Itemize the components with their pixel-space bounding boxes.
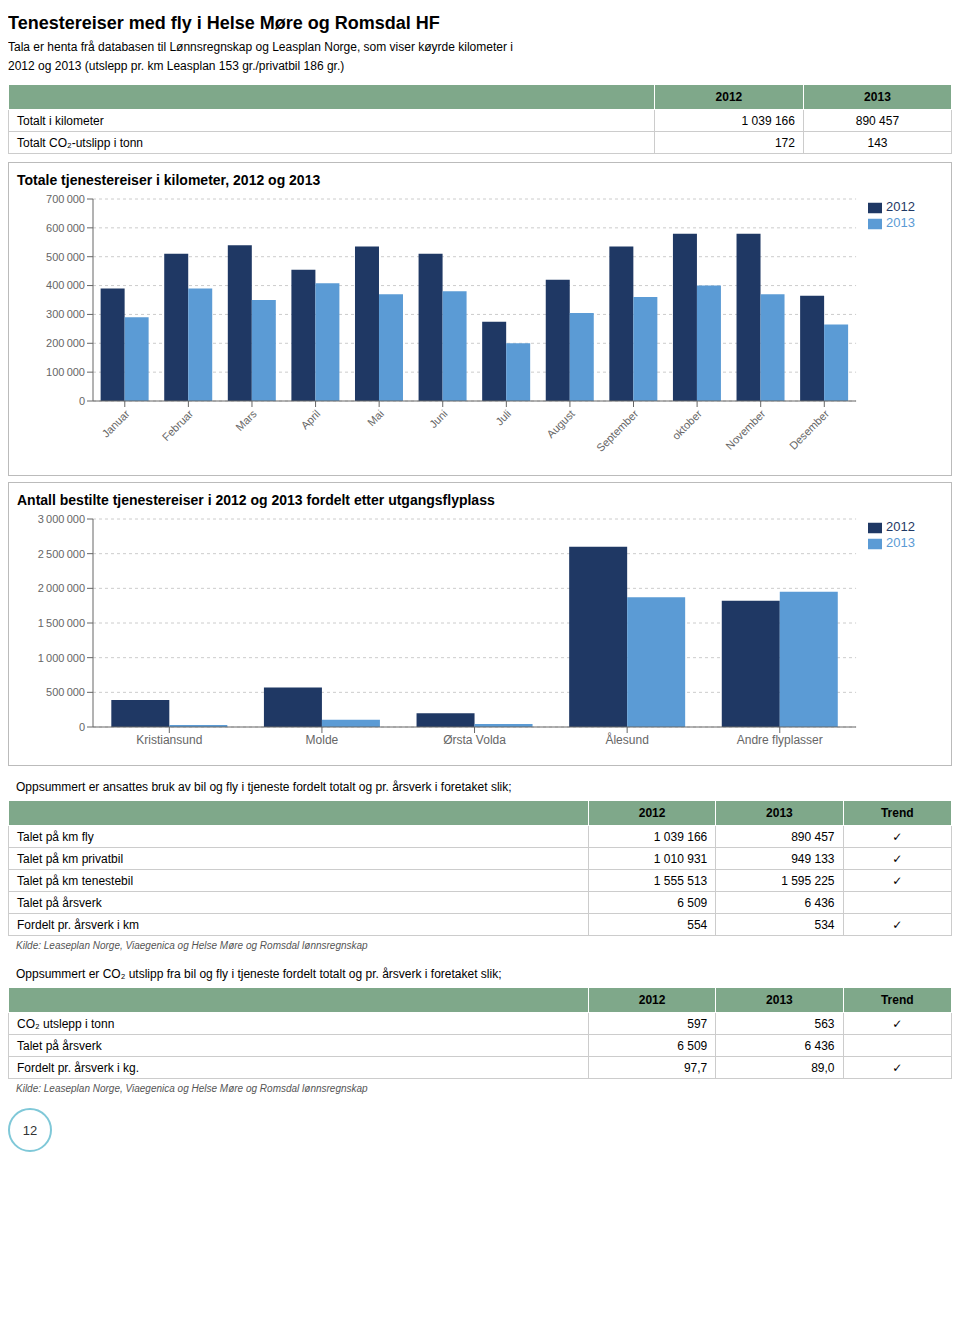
html-text:890 457: 890 457: [791, 829, 835, 844]
svg-text:April: April: [298, 408, 322, 432]
svg-text:Ørsta Volda: Ørsta Volda: [443, 733, 506, 747]
html-text:2013: 2013: [864, 90, 891, 105]
svg-text:Februar: Februar: [160, 408, 196, 444]
svg-text:500 000: 500 000: [46, 251, 85, 263]
html-text:2012: 2012: [638, 806, 666, 821]
html-text:6 509: 6 509: [677, 895, 708, 910]
html-text:Trend: Trend: [880, 806, 914, 821]
svg-text:Andre flyplasser: Andre flyplasser: [737, 733, 823, 747]
html-text:1 039 166: 1 039 166: [741, 113, 795, 128]
svg-text:Ålesund: Ålesund: [605, 732, 648, 747]
svg-text:Juli: Juli: [493, 408, 513, 428]
svg-text:0: 0: [79, 395, 85, 407]
html-text:12: 12: [22, 1122, 38, 1138]
svg-text:Mai: Mai: [365, 408, 386, 429]
html-text:2012: 2012: [715, 90, 743, 105]
svg-text:3 000 000: 3 000 000: [38, 513, 85, 525]
html-text:6 436: 6 436: [804, 1038, 835, 1053]
svg-text:Molde: Molde: [306, 733, 339, 747]
svg-text:1 500 000: 1 500 000: [38, 617, 85, 629]
html-text:CO₂ utslepp i tonn: CO₂ utslepp i tonn: [17, 1016, 115, 1031]
html-text:890 457: 890 457: [855, 113, 900, 128]
html-text:Talet på årsverk: Talet på årsverk: [17, 895, 102, 910]
svg-text:500 000: 500 000: [46, 687, 85, 699]
html-text:Talet på km privatbil: Talet på km privatbil: [17, 851, 123, 866]
html-text:Talet på km tenestebil: Talet på km tenestebil: [17, 873, 134, 888]
html-text:Fordelt pr. årsverk i kg.: Fordelt pr. årsverk i kg.: [17, 1060, 139, 1075]
svg-text:700 000: 700 000: [46, 193, 85, 205]
svg-text:Desember: Desember: [787, 408, 832, 453]
html-text:Kilde: Leaseplan Norge, Viaege: Kilde: Leaseplan Norge, Viaegenica og He…: [16, 1083, 368, 1095]
html-text:2012: 2012: [886, 519, 915, 535]
svg-text:300 000: 300 000: [46, 309, 85, 321]
html-text:Oppsummert er ansattes bruk av: Oppsummert er ansattes bruk av bil og fl…: [16, 780, 512, 795]
html-text:1 595 225: 1 595 225: [781, 873, 835, 888]
html-text:2012: 2012: [638, 993, 666, 1008]
svg-text:Kristiansund: Kristiansund: [136, 733, 202, 747]
html-text:Totale tjenestereiser i kilome: Totale tjenestereiser i kilometer, 2012 …: [17, 172, 321, 189]
html-text:1 039 166: 1 039 166: [653, 829, 708, 844]
html-text:Oppsummert er CO₂ utslipp fra: Oppsummert er CO₂ utslipp fra bil og fly…: [16, 967, 502, 982]
html-text:Talet på km fly: Talet på km fly: [17, 829, 94, 844]
svg-text:600 000: 600 000: [46, 222, 85, 234]
svg-text:2 000 000: 2 000 000: [38, 583, 85, 595]
html-text:Antall bestilte tjenestereiser: Antall bestilte tjenestereiser i 2012 og…: [17, 492, 495, 509]
html-text:Talet på årsverk: Talet på årsverk: [17, 1038, 102, 1053]
html-text:6 509: 6 509: [677, 1038, 708, 1053]
svg-text:100 000: 100 000: [46, 366, 85, 378]
html-text:1 555 513: 1 555 513: [653, 873, 708, 888]
svg-text:Juni: Juni: [427, 408, 450, 431]
svg-text:oktober: oktober: [670, 408, 705, 443]
svg-text:2 500 000: 2 500 000: [38, 548, 85, 560]
html-text:Fordelt pr. årsverk i km: Fordelt pr. årsverk i km: [17, 917, 139, 932]
html-text:2012: 2012: [886, 199, 915, 215]
svg-text:Januar: Januar: [99, 408, 132, 441]
svg-text:Mars: Mars: [233, 407, 259, 433]
svg-text:1 000 000: 1 000 000: [38, 652, 85, 664]
html-text:554: 554: [687, 917, 708, 932]
svg-text:August: August: [544, 408, 577, 441]
html-text:Tala er henta frå databasen ti: Tala er henta frå databasen til Lønnsreg…: [8, 40, 513, 74]
html-text:597: 597: [687, 1016, 708, 1031]
html-text:Trend: Trend: [880, 993, 914, 1008]
html-text:2013: 2013: [886, 534, 915, 550]
svg-text:400 000: 400 000: [46, 280, 85, 292]
svg-text:200 000: 200 000: [46, 338, 85, 350]
svg-text:November: November: [723, 408, 768, 453]
html-text:172: 172: [774, 135, 795, 150]
html-text:534: 534: [814, 917, 835, 932]
html-text:143: 143: [867, 135, 888, 150]
svg-text:0: 0: [79, 721, 85, 733]
html-text:563: 563: [814, 1016, 835, 1031]
html-text:2013: 2013: [766, 806, 793, 821]
html-text:6 436: 6 436: [804, 895, 835, 910]
html-text:97,7: 97,7: [683, 1060, 708, 1075]
html-text:89,0: 89,0: [811, 1060, 835, 1075]
html-text:Totalt i kilometer: Totalt i kilometer: [17, 113, 104, 128]
html-text:Totalt CO₂-utslipp i tonn: Totalt CO₂-utslipp i tonn: [17, 135, 143, 150]
html-text:Tenestereiser med fly i Helse: Tenestereiser med fly i Helse Møre og Ro…: [8, 13, 440, 33]
html-text:Kilde: Leaseplan Norge, Viaege: Kilde: Leaseplan Norge, Viaegenica og He…: [16, 940, 368, 952]
html-text:2013: 2013: [766, 993, 793, 1008]
svg-text:September: September: [594, 408, 641, 455]
html-text:1 010 931: 1 010 931: [653, 851, 708, 866]
html-text:2013: 2013: [886, 214, 915, 230]
html-text:949 133: 949 133: [791, 851, 835, 866]
